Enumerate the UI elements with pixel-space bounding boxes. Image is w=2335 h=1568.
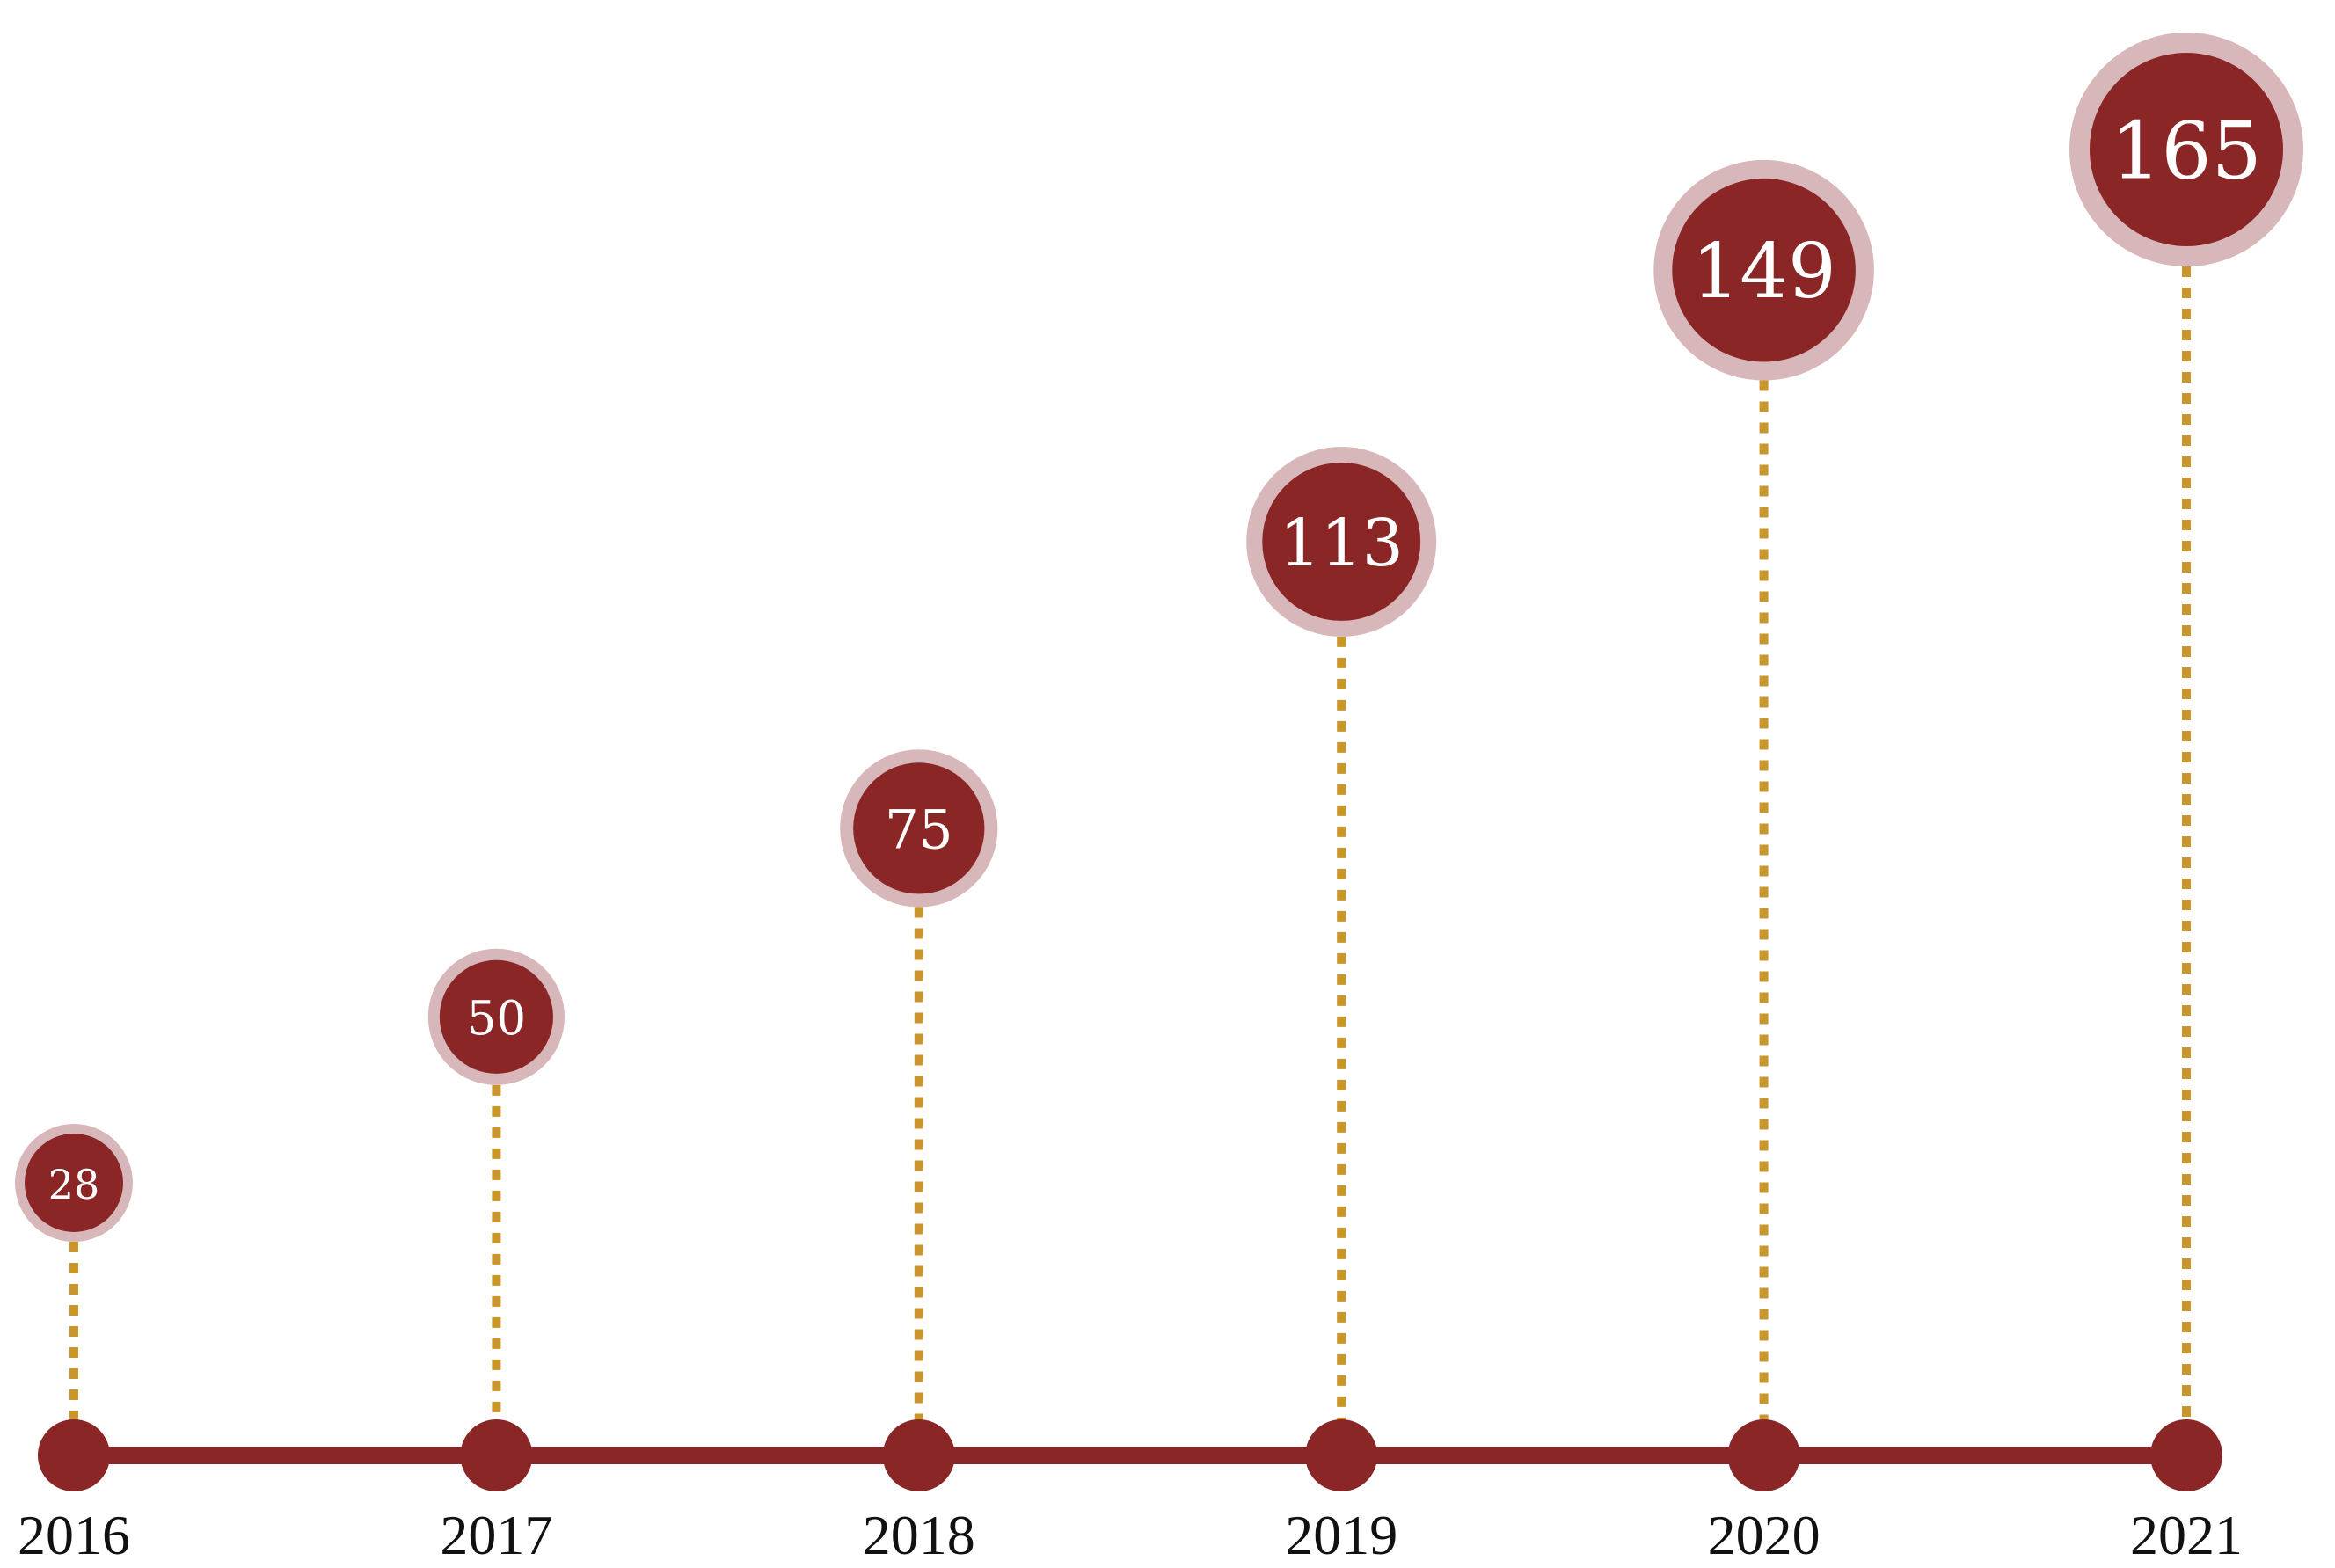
year-tick-label: 2020: [1708, 1504, 1821, 1566]
bubble-core: [1672, 178, 1856, 362]
year-tick-label: 2016: [18, 1504, 130, 1566]
data-label: 149: [1692, 228, 1836, 316]
value-bubble: 149: [1653, 159, 1874, 381]
value-bubble: 28: [15, 1124, 133, 1242]
value-bubble: 165: [2069, 33, 2303, 266]
timeline-node: [460, 1419, 533, 1491]
data-label: 50: [467, 992, 526, 1046]
year-labels: 2016 2017 2018 2019 2020 2021: [18, 1504, 2243, 1566]
connector-lines: [69, 266, 2191, 1455]
value-bubble: 113: [1246, 447, 1437, 637]
bubble-core: [1262, 463, 1421, 621]
timeline-node: [1305, 1419, 1378, 1491]
bubble-core: [25, 1134, 123, 1232]
bubble-core: [2090, 53, 2283, 246]
value-bubble: 75: [840, 749, 998, 908]
value-bubble: 50: [427, 948, 565, 1085]
year-tick-label: 2017: [440, 1504, 552, 1566]
year-tick-label: 2019: [1285, 1504, 1397, 1566]
timeline-node: [1727, 1419, 1800, 1491]
data-label: 113: [1280, 506, 1404, 581]
value-bubbles: 28 50 75 113 149 165: [15, 33, 2303, 1242]
bubble-core: [439, 959, 553, 1074]
data-label: 75: [885, 799, 953, 861]
bubble-core: [853, 762, 985, 894]
data-label: 28: [48, 1161, 100, 1208]
year-tick-label: 2021: [2130, 1504, 2243, 1566]
data-label: 165: [2111, 106, 2262, 198]
timeline-node: [882, 1419, 955, 1491]
timeline-nodes: [38, 1419, 2222, 1491]
year-tick-label: 2018: [863, 1504, 975, 1566]
timeline-node: [38, 1419, 110, 1491]
timeline-node: [2150, 1419, 2222, 1491]
